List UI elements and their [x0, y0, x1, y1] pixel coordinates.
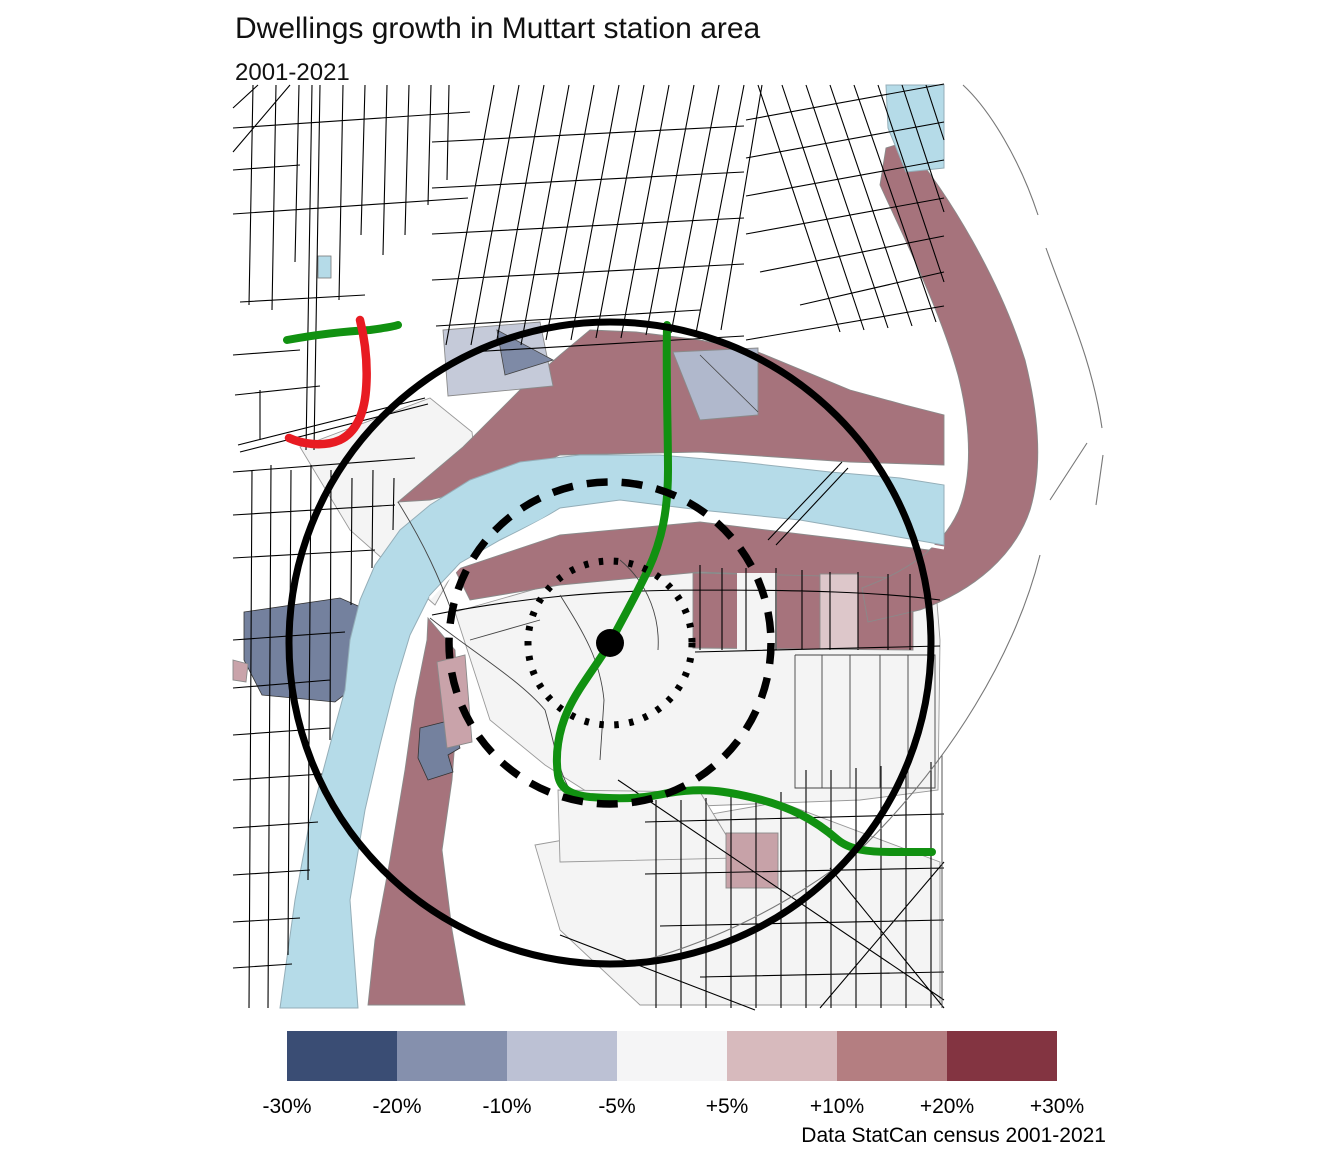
transit-lines [283, 315, 936, 856]
pink-block-2 [725, 832, 779, 889]
legend-label-4: +5% [706, 1095, 749, 1118]
growth-polygon-c-band [861, 141, 1039, 623]
legend-swatch-4 [727, 1031, 837, 1081]
streets-flats [431, 461, 941, 653]
river-shore-gap [428, 501, 945, 600]
legend-label-1: -20% [372, 1095, 421, 1118]
station-dot [596, 629, 624, 657]
pink-block-1 [819, 573, 859, 650]
legend-swatch-5 [837, 1031, 947, 1081]
legend-swatch-6 [947, 1031, 1057, 1081]
legend-swatch-0 [287, 1031, 397, 1081]
decline-trapezoid [442, 321, 554, 397]
rail-line-green-west [283, 321, 402, 344]
rail-line-green-main [552, 321, 936, 856]
river-upper-segment [885, 84, 945, 173]
buffer-ring-dotted [524, 557, 696, 729]
triangle-inner-line [699, 354, 759, 413]
streets-north-center [431, 84, 763, 353]
streets-northwest [232, 84, 471, 453]
buffer-ring-dashed [445, 478, 775, 808]
streets-southeast [559, 762, 945, 1011]
census-boundary-arcs [621, 84, 1104, 967]
legend-swatch-2 [507, 1031, 617, 1081]
buffer-ring-solid [285, 318, 935, 968]
legend-label-3: -5% [598, 1095, 635, 1118]
legend-swatch-3 [617, 1031, 727, 1081]
legend-label-2: -10% [482, 1095, 531, 1118]
streets-flats-minor [397, 501, 943, 1008]
river [279, 84, 945, 1009]
legend-label-7: +30% [1030, 1095, 1084, 1118]
streets-northeast [745, 83, 945, 341]
rail-line-red [284, 315, 371, 449]
data-source-caption: Data StatCan census 2001-2021 [801, 1124, 1106, 1147]
legend-label-6: +20% [920, 1095, 974, 1118]
page-subtitle: 2001-2021 [235, 59, 350, 86]
pink-edge-bit [232, 659, 249, 683]
pink-strip [436, 654, 473, 749]
legend-swatch-1 [397, 1031, 507, 1081]
buffer-rings [285, 318, 935, 968]
pond [317, 255, 332, 279]
page-title: Dwellings growth in Muttart station area [235, 12, 761, 45]
legend-label-0: -30% [262, 1095, 311, 1118]
decline-triangle-east [672, 347, 759, 421]
legend-label-5: +10% [810, 1095, 864, 1118]
street-network [232, 83, 1104, 1011]
legend: -30% -20% -10% -5% +5% +10% +20% +30% [262, 1031, 1084, 1118]
